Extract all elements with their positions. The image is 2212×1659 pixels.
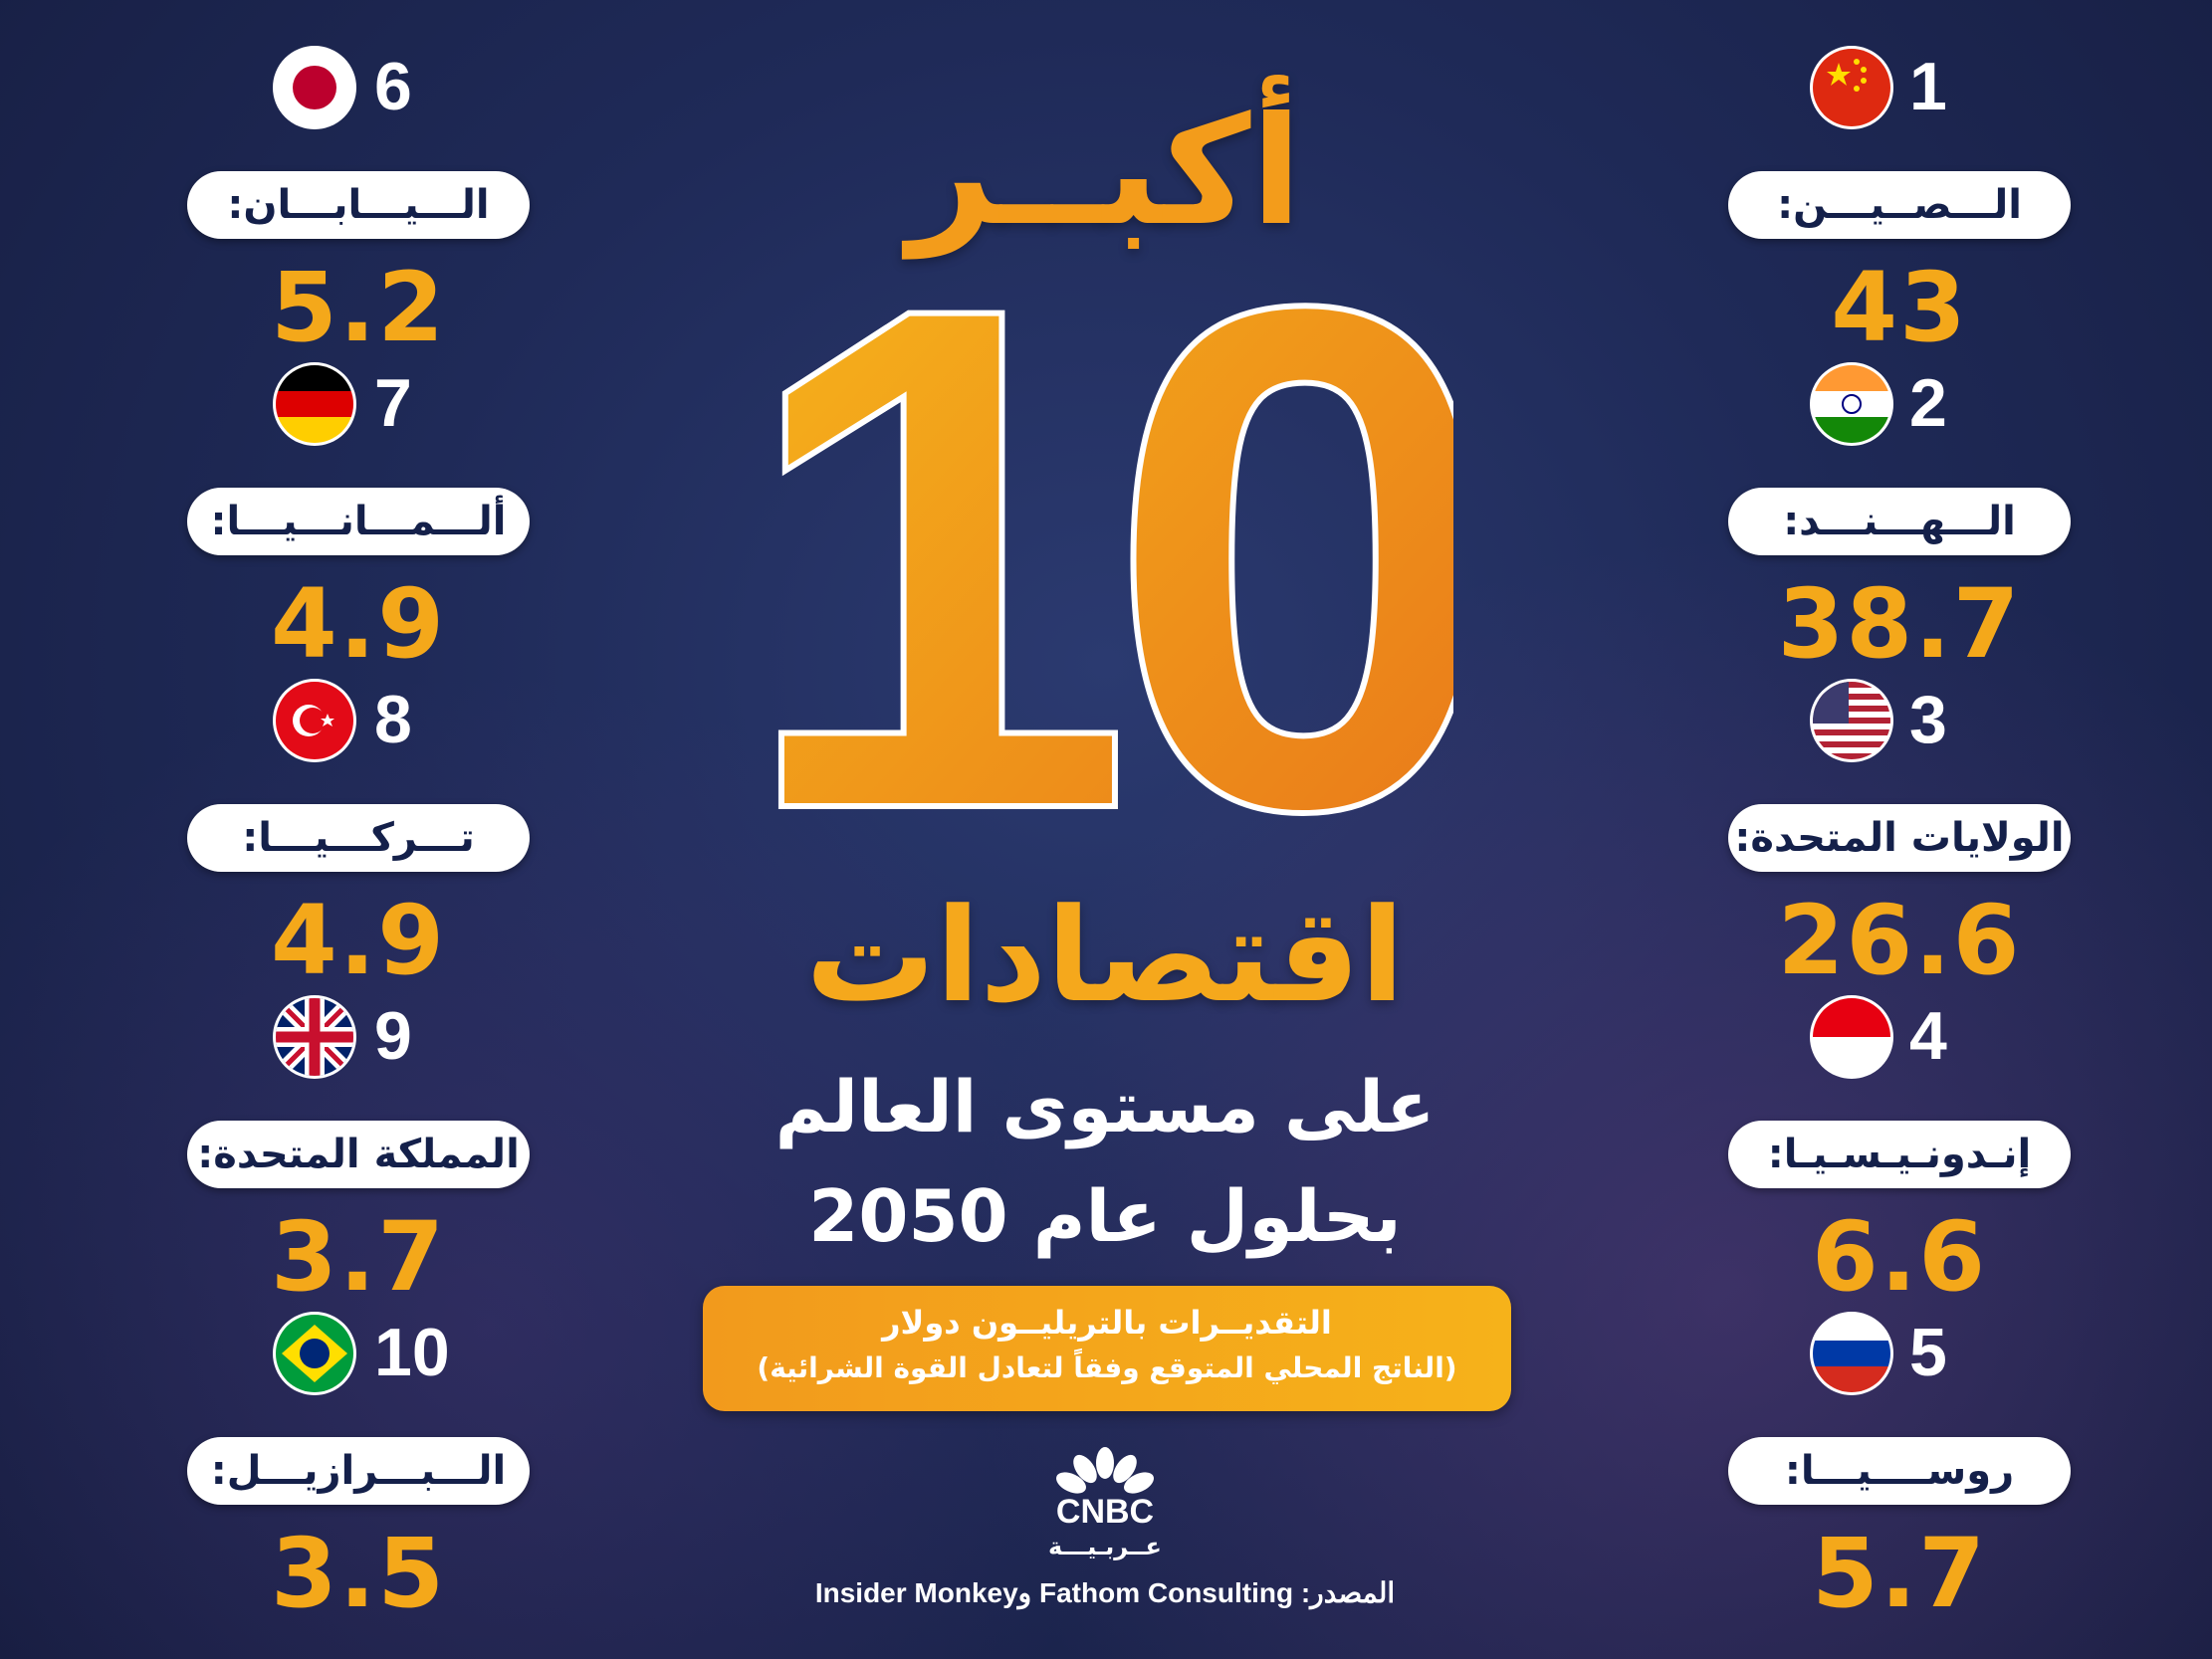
cnbc-logo-text: CNBC [1055,1493,1155,1531]
country-entry-6: 6 الـــيـــابـــان: 5.2 [179,22,538,362]
big-ten-graphic: 10 [757,209,1453,846]
country-name-pill: المملكة المتحدة: [187,1121,530,1188]
japan-flag-icon [273,46,356,129]
units-note: التقديــرات بالتريليــون دولار (الناتج ا… [703,1286,1511,1411]
country-entry-10: 10 الـــبـــرازيـــل: 3.5 [179,1288,538,1628]
gdp-value: 5.7 [1811,1518,1988,1629]
russia-flag-icon [1810,1312,1893,1395]
rank-row: 1 [1720,22,2079,141]
rank-row: 9 [179,971,538,1091]
gdp-value: 6.6 [1811,1201,1988,1313]
cnbc-logo-arabic: عــربـيـــة [1048,1533,1162,1560]
subtitle-line-2: بحلول عام 2050 [808,1174,1402,1258]
rank-row: 10 [179,1288,538,1407]
rank-row: 3 [1720,655,2079,774]
country-entry-1: 1 الـــصــيـــن: 43 [1720,22,2079,362]
country-name-pill: إنـدونـيـسـيـا: [1728,1121,2071,1188]
rank-number: 4 [1909,998,1947,1074]
units-note-line-1: التقديــرات بالتريليــون دولار [882,1304,1332,1342]
gdp-value: 26.6 [1777,885,2022,996]
rank-number: 3 [1909,682,1947,757]
country-name-pill: ألـــمـــانـــيـــا: [187,488,530,555]
germany-flag-icon [273,362,356,446]
country-name-pill: الولايات المتحدة: [1728,804,2071,872]
country-name-pill: تـــركـــيـــا: [187,804,530,872]
country-entry-5: 5 روســــيـــا: 5.7 [1720,1288,2079,1628]
gdp-value: 5.2 [270,252,447,363]
rank-row: 8 [179,655,538,774]
rank-number: 9 [374,998,412,1074]
brazil-flag-icon [273,1312,356,1395]
rank-number: 7 [374,365,412,441]
rank-number: 8 [374,682,412,757]
china-flag-icon [1810,46,1893,129]
rank-number: 1 [1909,49,1947,124]
rank-row: 5 [1720,1288,2079,1407]
indonesia-flag-icon [1810,995,1893,1079]
rank-number: 2 [1909,365,1947,441]
india-flag-icon [1810,362,1893,446]
country-name-pill: الـــبـــرازيـــل: [187,1437,530,1505]
rank-number: 10 [374,1315,450,1390]
rank-row: 2 [1720,338,2079,458]
country-entry-2: 2 الـــهـــنـــد: 38.7 [1720,338,2079,679]
rank-row: 7 [179,338,538,458]
country-name-pill: الـــصــيـــن: [1728,171,2071,239]
country-entry-3: 3 الولايات المتحدة: 26.6 [1720,655,2079,995]
title-top: أكبــر [908,86,1302,259]
country-entry-4: 4 إنـدونـيـسـيـا: 6.6 [1720,971,2079,1312]
gdp-value: 3.5 [270,1518,447,1629]
rank-number: 6 [374,49,412,124]
units-note-line-2: (الناتج المحلي المتوقع وفقاً لتعادل القو… [757,1351,1457,1384]
title-sub: اقتصادات [805,880,1405,1031]
rank-row: 4 [1720,971,2079,1091]
uk-flag-icon [273,995,356,1079]
gdp-value: 3.7 [270,1201,447,1313]
country-entry-9: 9 المملكة المتحدة: 3.7 [179,971,538,1312]
gdp-value: 43 [1831,252,1968,363]
cnbc-peacock-icon [1056,1447,1154,1494]
rank-row: 6 [179,22,538,141]
usa-flag-icon [1810,679,1893,762]
gdp-value: 38.7 [1777,568,2022,680]
gdp-value: 4.9 [270,568,447,680]
country-name-pill: روســــيـــا: [1728,1437,2071,1505]
source-credit: المصدر: Fathom Consulting وInsider Monke… [814,1577,1396,1608]
turkey-flag-icon [273,679,356,762]
country-name-pill: الـــهـــنـــد: [1728,488,2071,555]
gdp-value: 4.9 [270,885,447,996]
country-entry-8: 8 تـــركـــيـــا: 4.9 [179,655,538,995]
country-entry-7: 7 ألـــمـــانـــيـــا: 4.9 [179,338,538,679]
big-ten-number: 10 [757,209,1453,846]
country-name-pill: الـــيـــابـــان: [187,171,530,239]
subtitle-line-1: على مستوى العالم [774,1065,1436,1148]
rank-number: 5 [1909,1315,1947,1390]
